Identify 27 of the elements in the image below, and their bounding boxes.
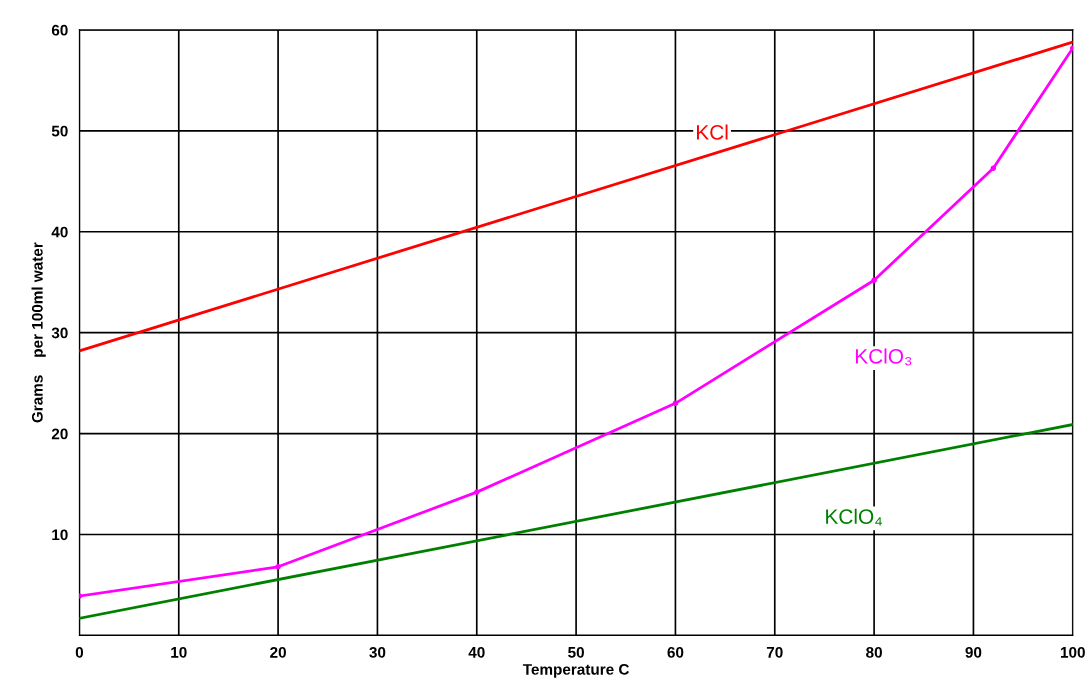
x-tick-label: 40	[468, 646, 485, 658]
point	[990, 165, 997, 171]
x-tick-label: 70	[766, 646, 783, 658]
series-label: KCl	[697, 124, 728, 140]
x-tick-label: 10	[171, 646, 187, 658]
y-axis-title: Grams per 100ml water	[31, 242, 46, 423]
x-tick-label: 80	[866, 646, 882, 658]
y-tick-label: 30	[51, 327, 68, 339]
x-tick-label: 30	[369, 646, 386, 658]
x-tick-label: 60	[667, 646, 684, 658]
point	[871, 277, 877, 283]
y-tick-label: 20	[51, 428, 68, 440]
point	[672, 400, 679, 407]
y-tick-label: 50	[51, 125, 68, 137]
y-tick-label: 40	[51, 226, 68, 238]
y-tick-label: 60	[51, 24, 68, 36]
x-tick-label: 100	[1060, 646, 1085, 658]
y-tick-label: 10	[52, 529, 68, 541]
x-tick-label: 90	[965, 646, 982, 658]
point	[275, 564, 281, 570]
x-axis-title: Temperature C	[522, 663, 630, 678]
x-tick-label: 20	[270, 646, 286, 658]
point	[473, 489, 480, 495]
x-tick-label: 50	[568, 646, 584, 658]
series-label: KClO₄	[826, 508, 882, 526]
x-tick-label: 0	[75, 646, 84, 658]
text: KClO₃	[855, 348, 912, 366]
